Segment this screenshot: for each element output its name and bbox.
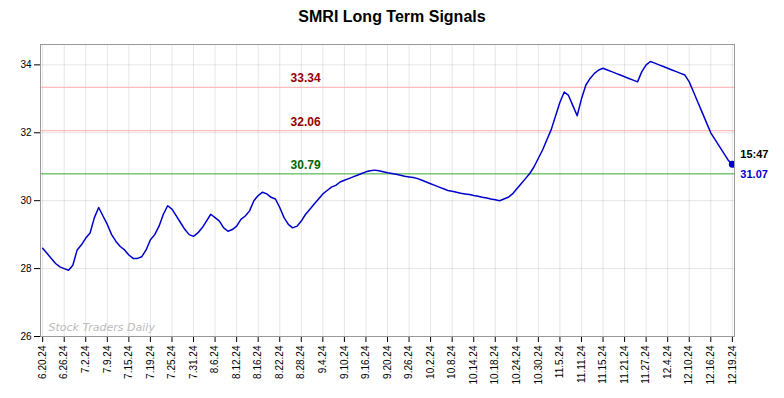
svg-text:6.26.24: 6.26.24 (58, 345, 69, 379)
svg-text:8.12.24: 8.12.24 (231, 345, 242, 379)
svg-text:7.31.24: 7.31.24 (188, 345, 199, 379)
svg-text:12.16.24: 12.16.24 (705, 345, 716, 384)
svg-text:12.19.24: 12.19.24 (727, 345, 738, 384)
svg-text:10.24.24: 10.24.24 (511, 345, 522, 384)
svg-text:11.15.24: 11.15.24 (597, 345, 608, 384)
svg-text:11.11.24: 11.11.24 (576, 345, 587, 383)
svg-text:10.8.24: 10.8.24 (446, 345, 457, 379)
svg-text:12.4.24: 12.4.24 (662, 345, 673, 379)
svg-text:7.15.24: 7.15.24 (123, 345, 134, 379)
svg-text:7.19.24: 7.19.24 (145, 345, 156, 379)
svg-text:12.10.24: 12.10.24 (683, 345, 694, 384)
svg-text:15:47: 15:47 (740, 148, 768, 160)
svg-text:9.4.24: 9.4.24 (317, 345, 328, 373)
svg-text:11.5.24: 11.5.24 (554, 345, 565, 378)
svg-text:9.20.24: 9.20.24 (382, 345, 393, 379)
svg-text:8.6.24: 8.6.24 (209, 345, 220, 373)
svg-text:30.79: 30.79 (291, 158, 321, 172)
svg-text:26: 26 (20, 331, 32, 342)
svg-text:7.25.24: 7.25.24 (166, 345, 177, 379)
svg-text:31.07: 31.07 (740, 168, 768, 180)
svg-text:9.10.24: 9.10.24 (339, 345, 350, 379)
svg-text:30: 30 (20, 195, 32, 206)
svg-text:8.22.24: 8.22.24 (274, 345, 285, 379)
svg-text:32: 32 (20, 127, 32, 138)
svg-text:28: 28 (20, 263, 32, 274)
svg-text:34: 34 (20, 59, 32, 70)
svg-text:11.27.24: 11.27.24 (640, 345, 651, 384)
svg-text:33.34: 33.34 (291, 71, 321, 85)
svg-text:10.30.24: 10.30.24 (533, 345, 544, 384)
svg-text:10.14.24: 10.14.24 (468, 345, 479, 384)
svg-text:10.18.24: 10.18.24 (489, 345, 500, 384)
svg-text:7.9.24: 7.9.24 (102, 345, 113, 373)
svg-text:32.06: 32.06 (291, 115, 321, 129)
svg-text:7.2.24: 7.2.24 (80, 345, 91, 373)
svg-text:9.16.24: 9.16.24 (360, 345, 371, 379)
svg-text:10.2.24: 10.2.24 (425, 345, 436, 379)
svg-text:Stock Traders Daily: Stock Traders Daily (49, 321, 156, 334)
svg-text:8.28.24: 8.28.24 (295, 345, 306, 379)
svg-text:8.16.24: 8.16.24 (252, 345, 263, 379)
svg-text:6.20.24: 6.20.24 (37, 345, 48, 379)
svg-text:9.26.24: 9.26.24 (403, 345, 414, 379)
html-text:SMRI Long Term Signals: SMRI Long Term Signals (298, 8, 486, 25)
svg-text:11.21.24: 11.21.24 (619, 345, 630, 384)
